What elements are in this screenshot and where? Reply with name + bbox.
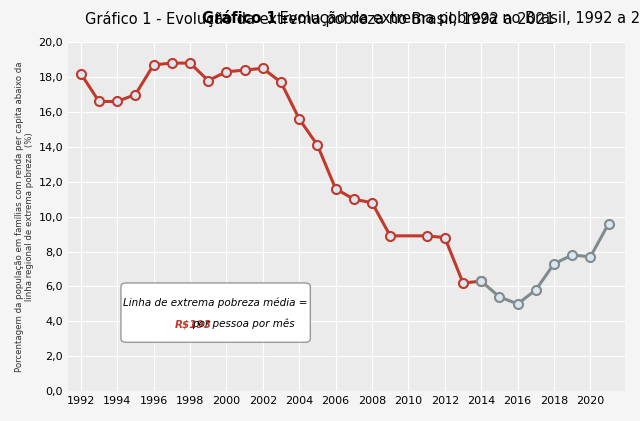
Text: Linha de extrema pobreza média =: Linha de extrema pobreza média = bbox=[124, 298, 308, 309]
Text: Evolução da extrema pobreza no Brasil, 1992 a 2021: Evolução da extrema pobreza no Brasil, 1… bbox=[275, 11, 640, 26]
Text: R$193: R$193 bbox=[175, 319, 212, 329]
Text: Gráfico 1 - Evolução da extrema pobreza no Brasil, 1992 a 2021: Gráfico 1 - Evolução da extrema pobreza … bbox=[85, 11, 555, 27]
Text: por pessoa por mês: por pessoa por mês bbox=[192, 319, 295, 329]
Y-axis label: Porcentagem da população em famílias com renda per capita abaixo da
linha region: Porcentagem da população em famílias com… bbox=[15, 61, 35, 372]
Text: Gráfico 1 -: Gráfico 1 - bbox=[202, 11, 287, 26]
FancyBboxPatch shape bbox=[121, 283, 310, 342]
